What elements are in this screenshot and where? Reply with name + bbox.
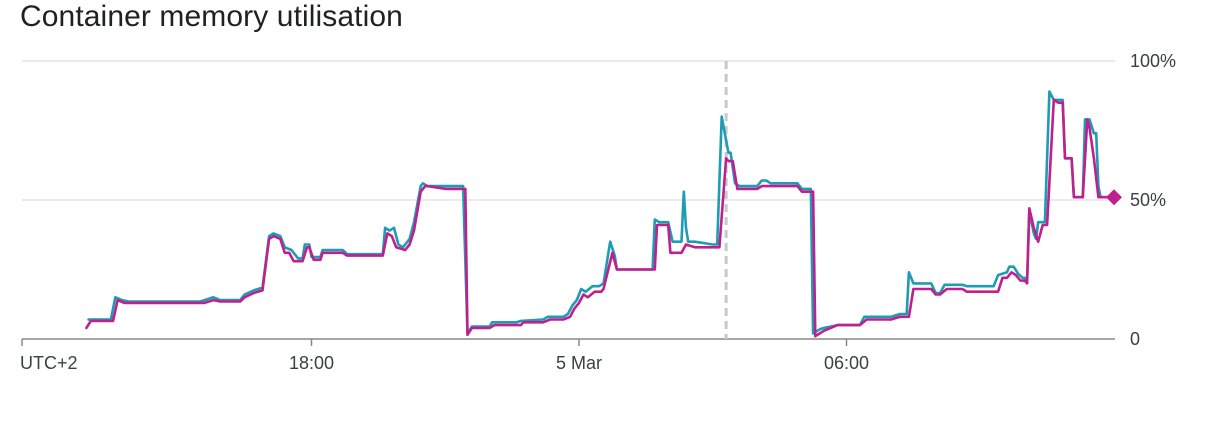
y-tick-label: 50%	[1130, 190, 1166, 210]
y-tick-label: 100%	[1130, 51, 1176, 71]
series-line-2	[85, 98, 1116, 338]
series-line-1	[87, 90, 1116, 335]
y-tick-label: 0	[1130, 329, 1140, 349]
end-marker-diamond[interactable]	[1106, 189, 1122, 206]
x-tick-label: 18:00	[289, 353, 334, 373]
x-tick-label: 5 Mar	[556, 353, 602, 373]
x-axis: UTC+2 18:00 5 Mar 06:00	[20, 338, 1115, 373]
end-marker[interactable]	[1106, 189, 1122, 206]
chart-title: Container memory utilisation	[20, 0, 403, 33]
series-lines	[85, 90, 1116, 338]
x-tick-label: 06:00	[824, 353, 869, 373]
gridlines	[22, 60, 1115, 201]
y-axis-labels: 100% 50% 0	[1130, 51, 1176, 349]
x-tick-label: UTC+2	[20, 353, 78, 373]
